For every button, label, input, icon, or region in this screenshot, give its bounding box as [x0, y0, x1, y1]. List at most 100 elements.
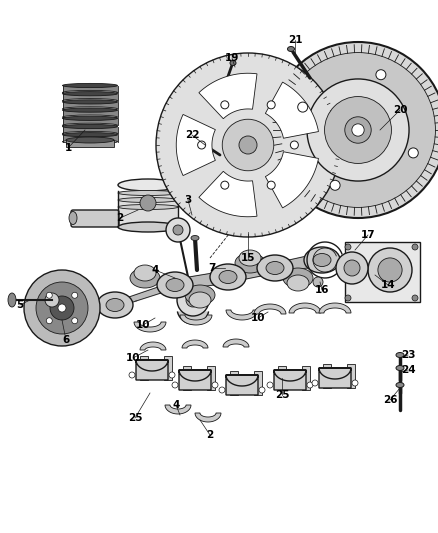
- Polygon shape: [176, 115, 215, 175]
- Circle shape: [46, 318, 52, 324]
- Text: 4: 4: [172, 400, 180, 410]
- Bar: [347, 364, 355, 388]
- Bar: [183, 366, 191, 390]
- Text: 25: 25: [128, 413, 142, 423]
- Text: 10: 10: [251, 313, 265, 323]
- Ellipse shape: [189, 292, 211, 308]
- Circle shape: [50, 296, 74, 320]
- Ellipse shape: [287, 46, 294, 52]
- Polygon shape: [182, 375, 210, 384]
- Bar: [63, 118, 117, 125]
- Ellipse shape: [283, 268, 313, 288]
- Circle shape: [345, 244, 351, 250]
- Circle shape: [156, 53, 340, 237]
- Text: 21: 21: [288, 35, 302, 45]
- Polygon shape: [265, 152, 318, 208]
- Ellipse shape: [63, 99, 117, 103]
- Bar: [63, 110, 117, 117]
- Ellipse shape: [257, 255, 293, 281]
- Circle shape: [24, 270, 100, 346]
- Text: 1: 1: [64, 143, 72, 153]
- Polygon shape: [177, 312, 208, 324]
- Ellipse shape: [66, 137, 114, 143]
- Text: 10: 10: [136, 320, 150, 330]
- Ellipse shape: [63, 107, 117, 111]
- Bar: [118, 191, 178, 227]
- Bar: [63, 85, 117, 93]
- Polygon shape: [319, 303, 351, 313]
- Text: 7: 7: [208, 263, 215, 273]
- Ellipse shape: [396, 366, 404, 370]
- Circle shape: [336, 252, 368, 284]
- Ellipse shape: [63, 115, 117, 119]
- Circle shape: [330, 180, 340, 190]
- Circle shape: [186, 293, 200, 307]
- Bar: [254, 371, 262, 395]
- Circle shape: [307, 79, 409, 181]
- Text: 10: 10: [126, 353, 140, 363]
- Ellipse shape: [134, 265, 156, 281]
- Circle shape: [72, 318, 78, 324]
- Text: 16: 16: [315, 285, 329, 295]
- Ellipse shape: [185, 285, 215, 305]
- Ellipse shape: [166, 279, 184, 292]
- Circle shape: [267, 382, 273, 388]
- Bar: [323, 364, 331, 388]
- Circle shape: [325, 96, 392, 164]
- Polygon shape: [229, 380, 257, 389]
- Polygon shape: [345, 242, 420, 302]
- Circle shape: [177, 284, 209, 316]
- Ellipse shape: [63, 124, 117, 128]
- Bar: [63, 102, 117, 109]
- Ellipse shape: [239, 250, 261, 266]
- Polygon shape: [136, 277, 189, 301]
- Polygon shape: [226, 310, 258, 320]
- FancyBboxPatch shape: [71, 210, 119, 227]
- Circle shape: [298, 102, 308, 112]
- Polygon shape: [214, 264, 269, 285]
- Circle shape: [172, 382, 178, 388]
- Circle shape: [267, 181, 275, 189]
- Bar: [63, 94, 117, 101]
- Circle shape: [281, 53, 435, 207]
- Circle shape: [193, 135, 203, 145]
- Ellipse shape: [63, 83, 117, 87]
- Ellipse shape: [313, 254, 331, 266]
- Bar: [63, 126, 117, 133]
- Polygon shape: [191, 269, 242, 288]
- Circle shape: [378, 258, 402, 282]
- Polygon shape: [140, 342, 166, 350]
- Text: 22: 22: [185, 130, 199, 140]
- Polygon shape: [179, 370, 211, 390]
- Circle shape: [352, 380, 358, 386]
- Text: 4: 4: [151, 265, 159, 275]
- Polygon shape: [254, 304, 286, 314]
- Ellipse shape: [63, 123, 117, 127]
- Circle shape: [313, 277, 323, 287]
- Ellipse shape: [287, 275, 309, 291]
- Polygon shape: [161, 272, 219, 293]
- Bar: [66, 140, 114, 147]
- Ellipse shape: [118, 190, 178, 196]
- Circle shape: [412, 295, 418, 301]
- Polygon shape: [226, 375, 258, 395]
- Polygon shape: [288, 252, 336, 270]
- Ellipse shape: [266, 262, 284, 274]
- Circle shape: [307, 382, 313, 388]
- Ellipse shape: [63, 116, 117, 120]
- Ellipse shape: [63, 140, 117, 144]
- Circle shape: [129, 372, 135, 378]
- Ellipse shape: [118, 205, 178, 209]
- Polygon shape: [134, 322, 166, 332]
- Text: 19: 19: [225, 53, 239, 63]
- Ellipse shape: [396, 383, 404, 387]
- Text: 23: 23: [401, 350, 415, 360]
- Circle shape: [259, 387, 265, 393]
- Ellipse shape: [69, 212, 77, 224]
- Circle shape: [58, 304, 66, 312]
- Ellipse shape: [396, 352, 404, 358]
- Ellipse shape: [118, 222, 178, 232]
- Text: 25: 25: [275, 390, 289, 400]
- Ellipse shape: [8, 293, 16, 307]
- Circle shape: [221, 101, 229, 109]
